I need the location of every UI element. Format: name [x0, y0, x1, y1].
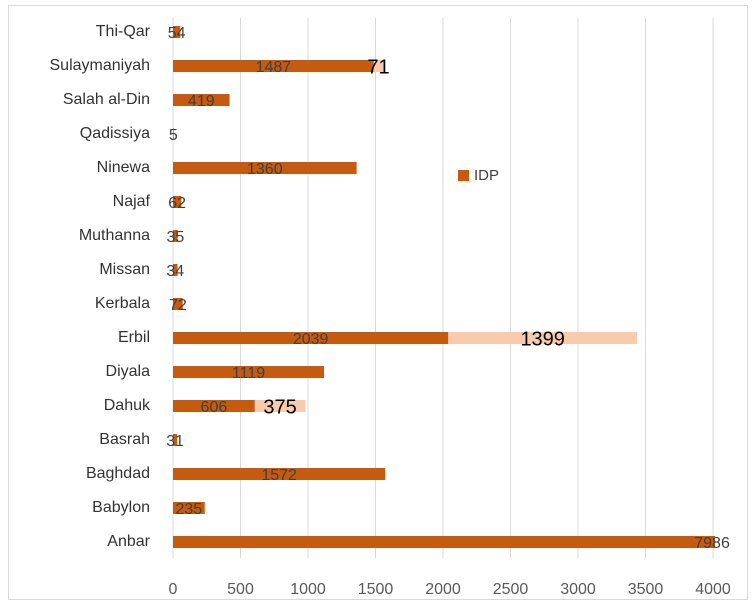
y-tick-label: Muthanna [79, 227, 150, 244]
y-tick-label: Ninewa [97, 159, 150, 176]
y-tick-label: Missan [99, 261, 150, 278]
bar [173, 536, 715, 548]
data-label: 35 [166, 229, 184, 246]
data-label: 1487 [256, 59, 292, 76]
data-label: 7986 [694, 535, 730, 552]
data-label: 54 [168, 25, 186, 42]
data-label: 1119 [232, 365, 265, 382]
y-tick-label: Basrah [99, 431, 150, 448]
x-tick-label: 1500 [358, 581, 394, 598]
y-tick-label: Babylon [92, 499, 150, 516]
x-tick-label: 4000 [695, 581, 731, 598]
data-label: 2039 [293, 331, 329, 348]
data-label: 62 [168, 195, 186, 212]
data-label: 34 [166, 263, 184, 280]
bar [173, 162, 357, 174]
bar [173, 400, 255, 412]
data-label: 5 [169, 127, 178, 144]
y-tick-label: Qadissiya [80, 125, 150, 142]
bar [373, 60, 384, 72]
bar [448, 332, 638, 344]
x-tick-label: 3000 [560, 581, 596, 598]
y-tick-label: Anbar [107, 533, 150, 550]
x-tick-label: 1000 [290, 581, 326, 598]
y-tick-label: Dahuk [104, 397, 151, 414]
bar [173, 230, 178, 242]
chart-frame [8, 5, 748, 600]
bar [173, 196, 182, 208]
bar [173, 502, 205, 514]
x-tick-label: 0 [169, 581, 178, 598]
legend-swatch [458, 170, 469, 181]
y-tick-label: Salah al-Din [63, 91, 150, 108]
legend-label: IDP [474, 167, 499, 184]
x-tick-label: 3500 [628, 581, 664, 598]
y-tick-label: Najaf [113, 193, 151, 210]
bar [173, 298, 183, 310]
bar [173, 128, 174, 140]
data-label: 1360 [247, 161, 283, 178]
data-label: 375 [263, 396, 296, 418]
bar [173, 434, 178, 446]
data-label: 1399 [520, 328, 565, 350]
data-label: 72 [169, 297, 187, 314]
data-label: 419 [188, 93, 215, 110]
bar [173, 60, 374, 72]
bar [173, 332, 449, 344]
y-tick-label: Sulaymaniyah [50, 57, 151, 74]
x-tick-label: 2500 [493, 581, 529, 598]
bar [173, 366, 325, 378]
y-tick-label: Kerbala [95, 295, 150, 312]
bar [173, 264, 178, 276]
data-label: 1572 [261, 467, 297, 484]
y-tick-label: Thi-Qar [96, 23, 151, 40]
bar [173, 26, 181, 38]
y-tick-label: Erbil [118, 329, 150, 346]
y-tick-label: Diyala [106, 363, 151, 380]
y-tick-label: Baghdad [86, 465, 150, 482]
data-label: 606 [201, 399, 228, 416]
data-label: 235 [176, 501, 203, 518]
data-label: 71 [367, 56, 389, 78]
bar [173, 468, 386, 480]
data-label: 31 [166, 433, 184, 450]
x-tick-label: 2000 [425, 581, 461, 598]
bar [254, 400, 306, 412]
bar [173, 94, 230, 106]
x-tick-label: 500 [227, 581, 254, 598]
